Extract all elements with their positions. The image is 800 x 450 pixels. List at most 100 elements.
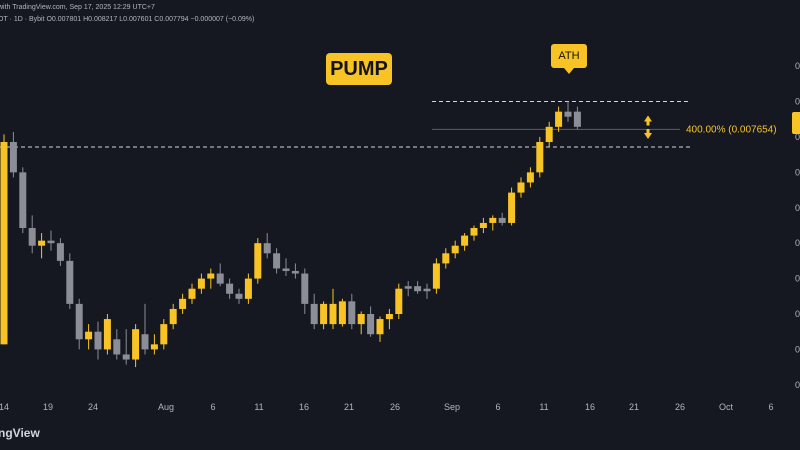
header-watermark: with TradingView.com, Sep 17, 2025 12:29… (0, 4, 155, 11)
candle-body (310, 303, 318, 325)
candle-body (526, 172, 534, 183)
candle-body (263, 243, 271, 254)
candle-body (66, 260, 74, 304)
y-tick-label: 0 (795, 61, 800, 71)
candle-body (498, 217, 506, 223)
candle-body (536, 142, 544, 173)
candle-body (179, 298, 187, 309)
candle-body (75, 303, 83, 340)
candle-body (28, 228, 36, 246)
x-tick-label: Oct (719, 402, 734, 412)
candle-body (254, 243, 262, 279)
candle-body (122, 354, 130, 360)
candle-body (103, 319, 111, 350)
x-tick-label: 14 (0, 402, 9, 412)
candle-body (85, 331, 93, 340)
x-tick-label: 11 (539, 402, 548, 412)
candle-body (301, 273, 309, 304)
candle-body (47, 240, 55, 244)
candle-body (38, 240, 46, 246)
x-tick-label: 16 (585, 402, 595, 412)
y-tick-label: 0 (795, 309, 800, 319)
x-tick-label: 6 (495, 402, 500, 412)
candle-body (461, 235, 469, 246)
candle-body (226, 283, 234, 294)
candle-body (555, 111, 563, 127)
candle-body (376, 319, 384, 335)
candle-body (207, 273, 215, 279)
x-tick-label: 21 (629, 402, 639, 412)
candle-body (0, 142, 8, 345)
y-tick-label: 0 (795, 274, 800, 284)
x-tick-label: 24 (88, 402, 98, 412)
candle-body (150, 344, 158, 350)
x-tick-label: Sep (444, 402, 460, 412)
x-tick-label: 19 (43, 402, 53, 412)
candle-body (169, 308, 177, 325)
candle-body (188, 288, 196, 299)
x-tick-label: 11 (254, 402, 263, 412)
candle-body (508, 192, 516, 223)
x-tick-label: 26 (675, 402, 685, 412)
candle-body (338, 301, 346, 325)
candle-body (244, 278, 252, 299)
candle-body (141, 334, 149, 350)
candle-body (367, 314, 375, 335)
candle-body (197, 278, 205, 289)
candle-body (432, 263, 440, 289)
candle-body (489, 217, 497, 223)
x-tick-label: 6 (210, 402, 215, 412)
candle-body (329, 303, 337, 325)
fib-400-label: 400.00% (0.007654) (686, 124, 777, 135)
x-tick-label: 26 (390, 402, 400, 412)
candle-body (442, 253, 450, 264)
x-tick-label: 16 (299, 402, 309, 412)
candle-body (395, 288, 403, 314)
candle-body (404, 286, 412, 289)
candle-body (113, 339, 121, 355)
candle-body (235, 293, 243, 299)
pump-badge: PUMP (326, 53, 392, 85)
candle-body (470, 228, 478, 236)
y-tick-label: 0 (795, 380, 800, 390)
y-tick-label: 0 (795, 167, 800, 177)
arrow-up-icon (644, 115, 652, 126)
candle-body (479, 222, 487, 228)
ath-badge: ATH (551, 44, 587, 68)
y-tick-label: 0 (795, 344, 800, 354)
candle-body (282, 268, 290, 271)
candle-body (216, 273, 224, 284)
candle-body (545, 126, 553, 142)
candle-body (451, 245, 459, 254)
x-tick-label: 21 (344, 402, 354, 412)
y-tick-label: 0 (795, 238, 800, 248)
candle-body (94, 331, 102, 350)
candle-body (56, 243, 64, 261)
y-tick-label: 0 (795, 97, 800, 107)
candle-body (564, 111, 572, 117)
candle-body (160, 324, 168, 345)
last-price-tag (792, 112, 800, 134)
header-ohlc: OT · 1D · Bybit O0.007801 H0.008217 L0.0… (0, 16, 255, 23)
candle-body (414, 286, 422, 292)
ath-badge-pointer (564, 68, 574, 74)
tradingview-logo: ngView (0, 426, 40, 440)
candle-body (517, 182, 525, 193)
arrow-down-icon (644, 129, 652, 140)
candle-body (573, 111, 581, 127)
candle-body (273, 253, 281, 269)
candle-body (320, 303, 328, 325)
candle-body (9, 142, 17, 173)
x-tick-label: 6 (768, 402, 773, 412)
x-tick-label: Aug (158, 402, 174, 412)
y-tick-label: 0 (795, 132, 800, 142)
y-tick-label: 0 (795, 203, 800, 213)
candle-body (385, 314, 393, 320)
candle-body (348, 301, 356, 325)
candle-body (357, 314, 365, 325)
candle-body (19, 172, 27, 228)
candle-body (132, 329, 140, 360)
candle-body (423, 288, 431, 292)
